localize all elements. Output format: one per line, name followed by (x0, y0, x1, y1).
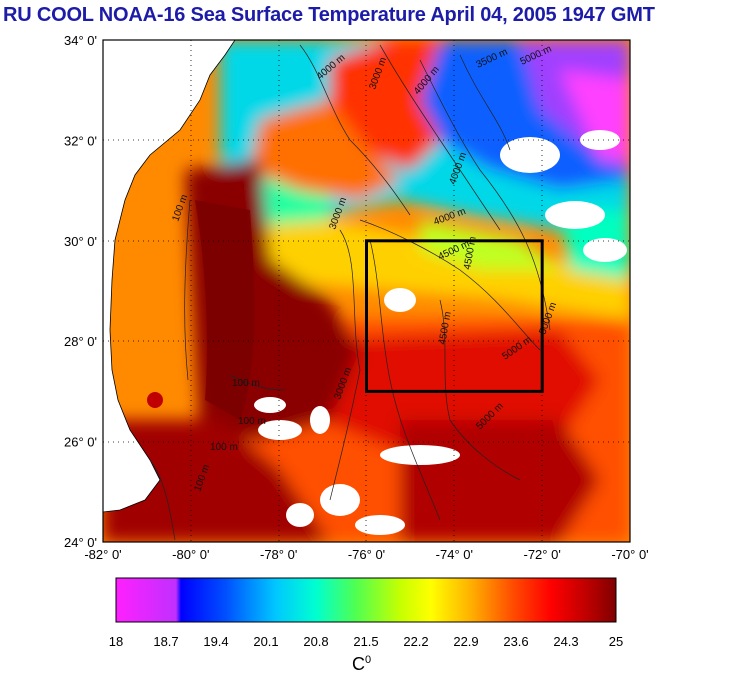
contour-label: 100 m (238, 416, 266, 427)
longitude-tick-label: -80° 0' (172, 547, 209, 562)
colorbar-tick-label: 20.8 (303, 634, 328, 649)
longitude-tick-label: -76° 0' (348, 547, 385, 562)
colorbar-ticks: 18 18.7 19.4 20.1 20.8 21.5 22.2 22.9 23.6 24.3 25 (109, 634, 623, 649)
latitude-tick-label: 30° 0' (64, 234, 97, 249)
colorbar-tick-label: 21.5 (353, 634, 378, 649)
longitude-tick-label: -70° 0' (611, 547, 648, 562)
colorbar-tick-label: 20.1 (253, 634, 278, 649)
bathymetry-contours (149, 44, 551, 541)
longitude-tick-label: -72° 0' (524, 547, 561, 562)
colorbar-tick-label: 18.7 (153, 634, 178, 649)
colorbar (115, 577, 617, 623)
latitude-tick-label: 24° 0' (64, 535, 97, 550)
study-area-box[interactable] (365, 239, 544, 393)
land-mass (103, 40, 236, 513)
colorbar-tick-label: 18 (109, 634, 123, 649)
latitude-tick-label: 26° 0' (64, 435, 97, 450)
longitude-tick-label: -74° 0' (436, 547, 473, 562)
colorbar-tick-label: 25 (609, 634, 623, 649)
florida-current (195, 200, 255, 420)
unit-superscript: 0 (365, 654, 372, 666)
longitude-axis: -82° 0' -80° 0' -78° 0' -76° 0' -74° 0' -72° … (84, 547, 648, 562)
map-frame (102, 39, 631, 543)
cloud-patches (147, 62, 627, 535)
contour-label: 100 m (232, 378, 260, 389)
latitude-tick-label: 28° 0' (64, 334, 97, 349)
longitude-tick-label: -78° 0' (260, 547, 297, 562)
contour-label: 100 m (210, 442, 238, 453)
latitude-axis: 34° 0' 32° 0' 30° 0' 28° 0' 26° 0' 24° 0' (64, 33, 97, 550)
colorbar-tick-label: 24.3 (553, 634, 578, 649)
colorbar-tick-label: 23.6 (503, 634, 528, 649)
map-title: RU COOL NOAA-16 Sea Surface Temperature … (3, 4, 655, 26)
unit-label: C (352, 654, 365, 674)
colorbar-tick-label: 22.9 (453, 634, 478, 649)
colorbar-tick-label: 22.2 (403, 634, 428, 649)
latitude-tick-label: 34° 0' (64, 33, 97, 48)
longitude-tick-label: -82° 0' (84, 547, 121, 562)
colorbar-tick-label: 19.4 (203, 634, 228, 649)
latitude-tick-label: 32° 0' (64, 133, 97, 148)
colorbar-unit: C0 (352, 654, 371, 675)
